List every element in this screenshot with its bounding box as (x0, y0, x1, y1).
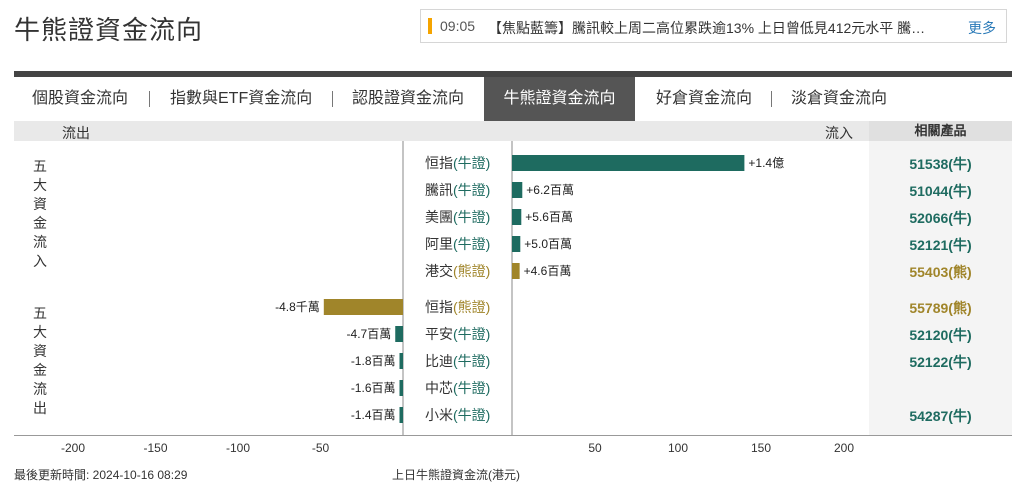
outflow-header: 流出 (62, 125, 90, 141)
cbbc-type: (熊證) (453, 299, 490, 315)
x-tick-label: 150 (751, 441, 771, 455)
related-product-link[interactable]: 51538(牛) (909, 156, 972, 172)
cbbc-type: (牛證) (453, 236, 490, 252)
stock-name-label: 比迪(牛證) (425, 353, 490, 369)
related-product-link[interactable]: 52121(牛) (909, 237, 972, 253)
related-product-link[interactable]: 54287(牛) (909, 408, 972, 424)
last-updated: 最後更新時間: 2024-10-16 08:29 (14, 468, 188, 482)
flow-bar (399, 380, 403, 396)
flow-bar (512, 236, 521, 252)
stock-name-label: 恒指(牛證) (425, 155, 490, 171)
related-product-link[interactable]: 51044(牛) (909, 183, 972, 199)
cbbc-type: (熊證) (453, 263, 490, 279)
related-products-header: 相關產品 (869, 121, 1012, 141)
flow-bar (512, 182, 523, 198)
flow-bar (512, 209, 522, 225)
x-tick-label: -50 (312, 441, 330, 455)
x-tick-label: -150 (143, 441, 167, 455)
news-time: 09:05 (440, 18, 476, 34)
related-product-link[interactable]: 52122(牛) (909, 354, 972, 370)
flow-value-label: -4.8千萬 (275, 300, 320, 314)
x-tick-label: -200 (61, 441, 85, 455)
tab-long-flow[interactable]: 好倉資金流向 (656, 90, 753, 107)
cbbc-type: (牛證) (453, 209, 490, 225)
top-rule (14, 71, 1012, 77)
flow-bar (512, 263, 520, 279)
stock-name-label: 中芯(牛證) (425, 380, 490, 396)
tab-short-flow[interactable]: 淡倉資金流向 (791, 90, 888, 107)
stock-name: 比迪 (425, 353, 453, 369)
related-product-link[interactable]: 55789(熊) (909, 300, 972, 316)
stock-name: 恒指 (425, 299, 453, 315)
x-tick-label: 100 (668, 441, 688, 455)
news-ticker[interactable]: 09:05 【焦點藍籌】騰訊較上周二高位累跌逾13% 上日曾低見412元水平 騰… (420, 9, 1007, 43)
flow-bar (395, 326, 403, 342)
chart-bottom-rule (14, 435, 1012, 436)
stock-name: 小米 (425, 407, 453, 423)
axis-caption: 上日牛熊證資金流(港元) (392, 468, 520, 482)
page-title: 牛熊證資金流向 (14, 15, 204, 45)
cbbc-type: (牛證) (453, 407, 490, 423)
cbbc-type: (牛證) (453, 155, 490, 171)
stock-name-label: 小米(牛證) (425, 407, 490, 423)
tab-bar: 個股資金流向 指數與ETF資金流向 認股證資金流向 牛熊證資金流向 好倉資金流向… (14, 77, 1012, 121)
flow-bar (399, 407, 403, 423)
related-product-link[interactable]: 55403(熊) (909, 264, 972, 280)
tab-warrant-flow[interactable]: 認股證資金流向 (352, 90, 465, 107)
related-products-column (869, 141, 1012, 435)
tab-cbbc-flow[interactable]: 牛熊證資金流向 (484, 77, 635, 121)
tab-stock-flow[interactable]: 個股資金流向 (32, 90, 129, 107)
inflow-group-label: 五大資金流入 (33, 158, 47, 269)
stock-name: 港交 (425, 263, 453, 279)
x-tick-label: 50 (588, 441, 602, 455)
news-accent-bar (428, 18, 432, 34)
flow-value-label: +6.2百萬 (526, 183, 574, 197)
x-tick-label: -100 (226, 441, 250, 455)
tab-index-etf-flow[interactable]: 指數與ETF資金流向 (170, 90, 313, 107)
chart-header: 流出 流入 相關產品 (14, 121, 1012, 141)
flow-value-label: -1.8百萬 (351, 354, 396, 368)
stock-name-label: 港交(熊證) (425, 263, 490, 279)
flow-value-label: +4.6百萬 (524, 264, 572, 278)
inflow-header: 流入 (825, 125, 853, 141)
flow-bar (323, 299, 403, 315)
stock-name-label: 騰訊(牛證) (425, 182, 490, 198)
cbbc-type: (牛證) (453, 353, 490, 369)
stock-name-label: 恒指(熊證) (425, 299, 490, 315)
related-product-link[interactable]: 52066(牛) (909, 210, 972, 226)
flow-bar (399, 353, 403, 369)
flow-value-label: +1.4億 (748, 156, 784, 170)
flow-bar (512, 155, 745, 171)
stock-name-label: 美團(牛證) (425, 209, 490, 225)
stock-name: 中芯 (425, 380, 453, 396)
stock-name: 恒指 (425, 155, 453, 171)
stock-name-label: 平安(牛證) (425, 326, 490, 342)
flow-value-label: +5.0百萬 (524, 237, 572, 251)
tab-divider (149, 91, 150, 107)
x-tick-label: 200 (834, 441, 854, 455)
news-more-link[interactable]: 更多 (968, 20, 996, 36)
stock-name-label: 阿里(牛證) (425, 236, 490, 252)
cbbc-type: (牛證) (453, 326, 490, 342)
flow-value-label: -1.6百萬 (351, 381, 396, 395)
flow-value-label: +5.6百萬 (525, 210, 573, 224)
stock-name: 阿里 (425, 236, 453, 252)
cbbc-type: (牛證) (453, 380, 490, 396)
flow-value-label: -4.7百萬 (347, 327, 392, 341)
stock-name: 平安 (425, 326, 453, 342)
outflow-group-label: 五大資金流出 (33, 305, 47, 416)
tab-divider (771, 91, 772, 107)
related-product-link[interactable]: 52120(牛) (909, 327, 972, 343)
cbbc-type: (牛證) (453, 182, 490, 198)
stock-name: 美團 (425, 209, 453, 225)
flow-value-label: -1.4百萬 (351, 408, 396, 422)
stock-name: 騰訊 (425, 182, 453, 198)
tab-divider (332, 91, 333, 107)
